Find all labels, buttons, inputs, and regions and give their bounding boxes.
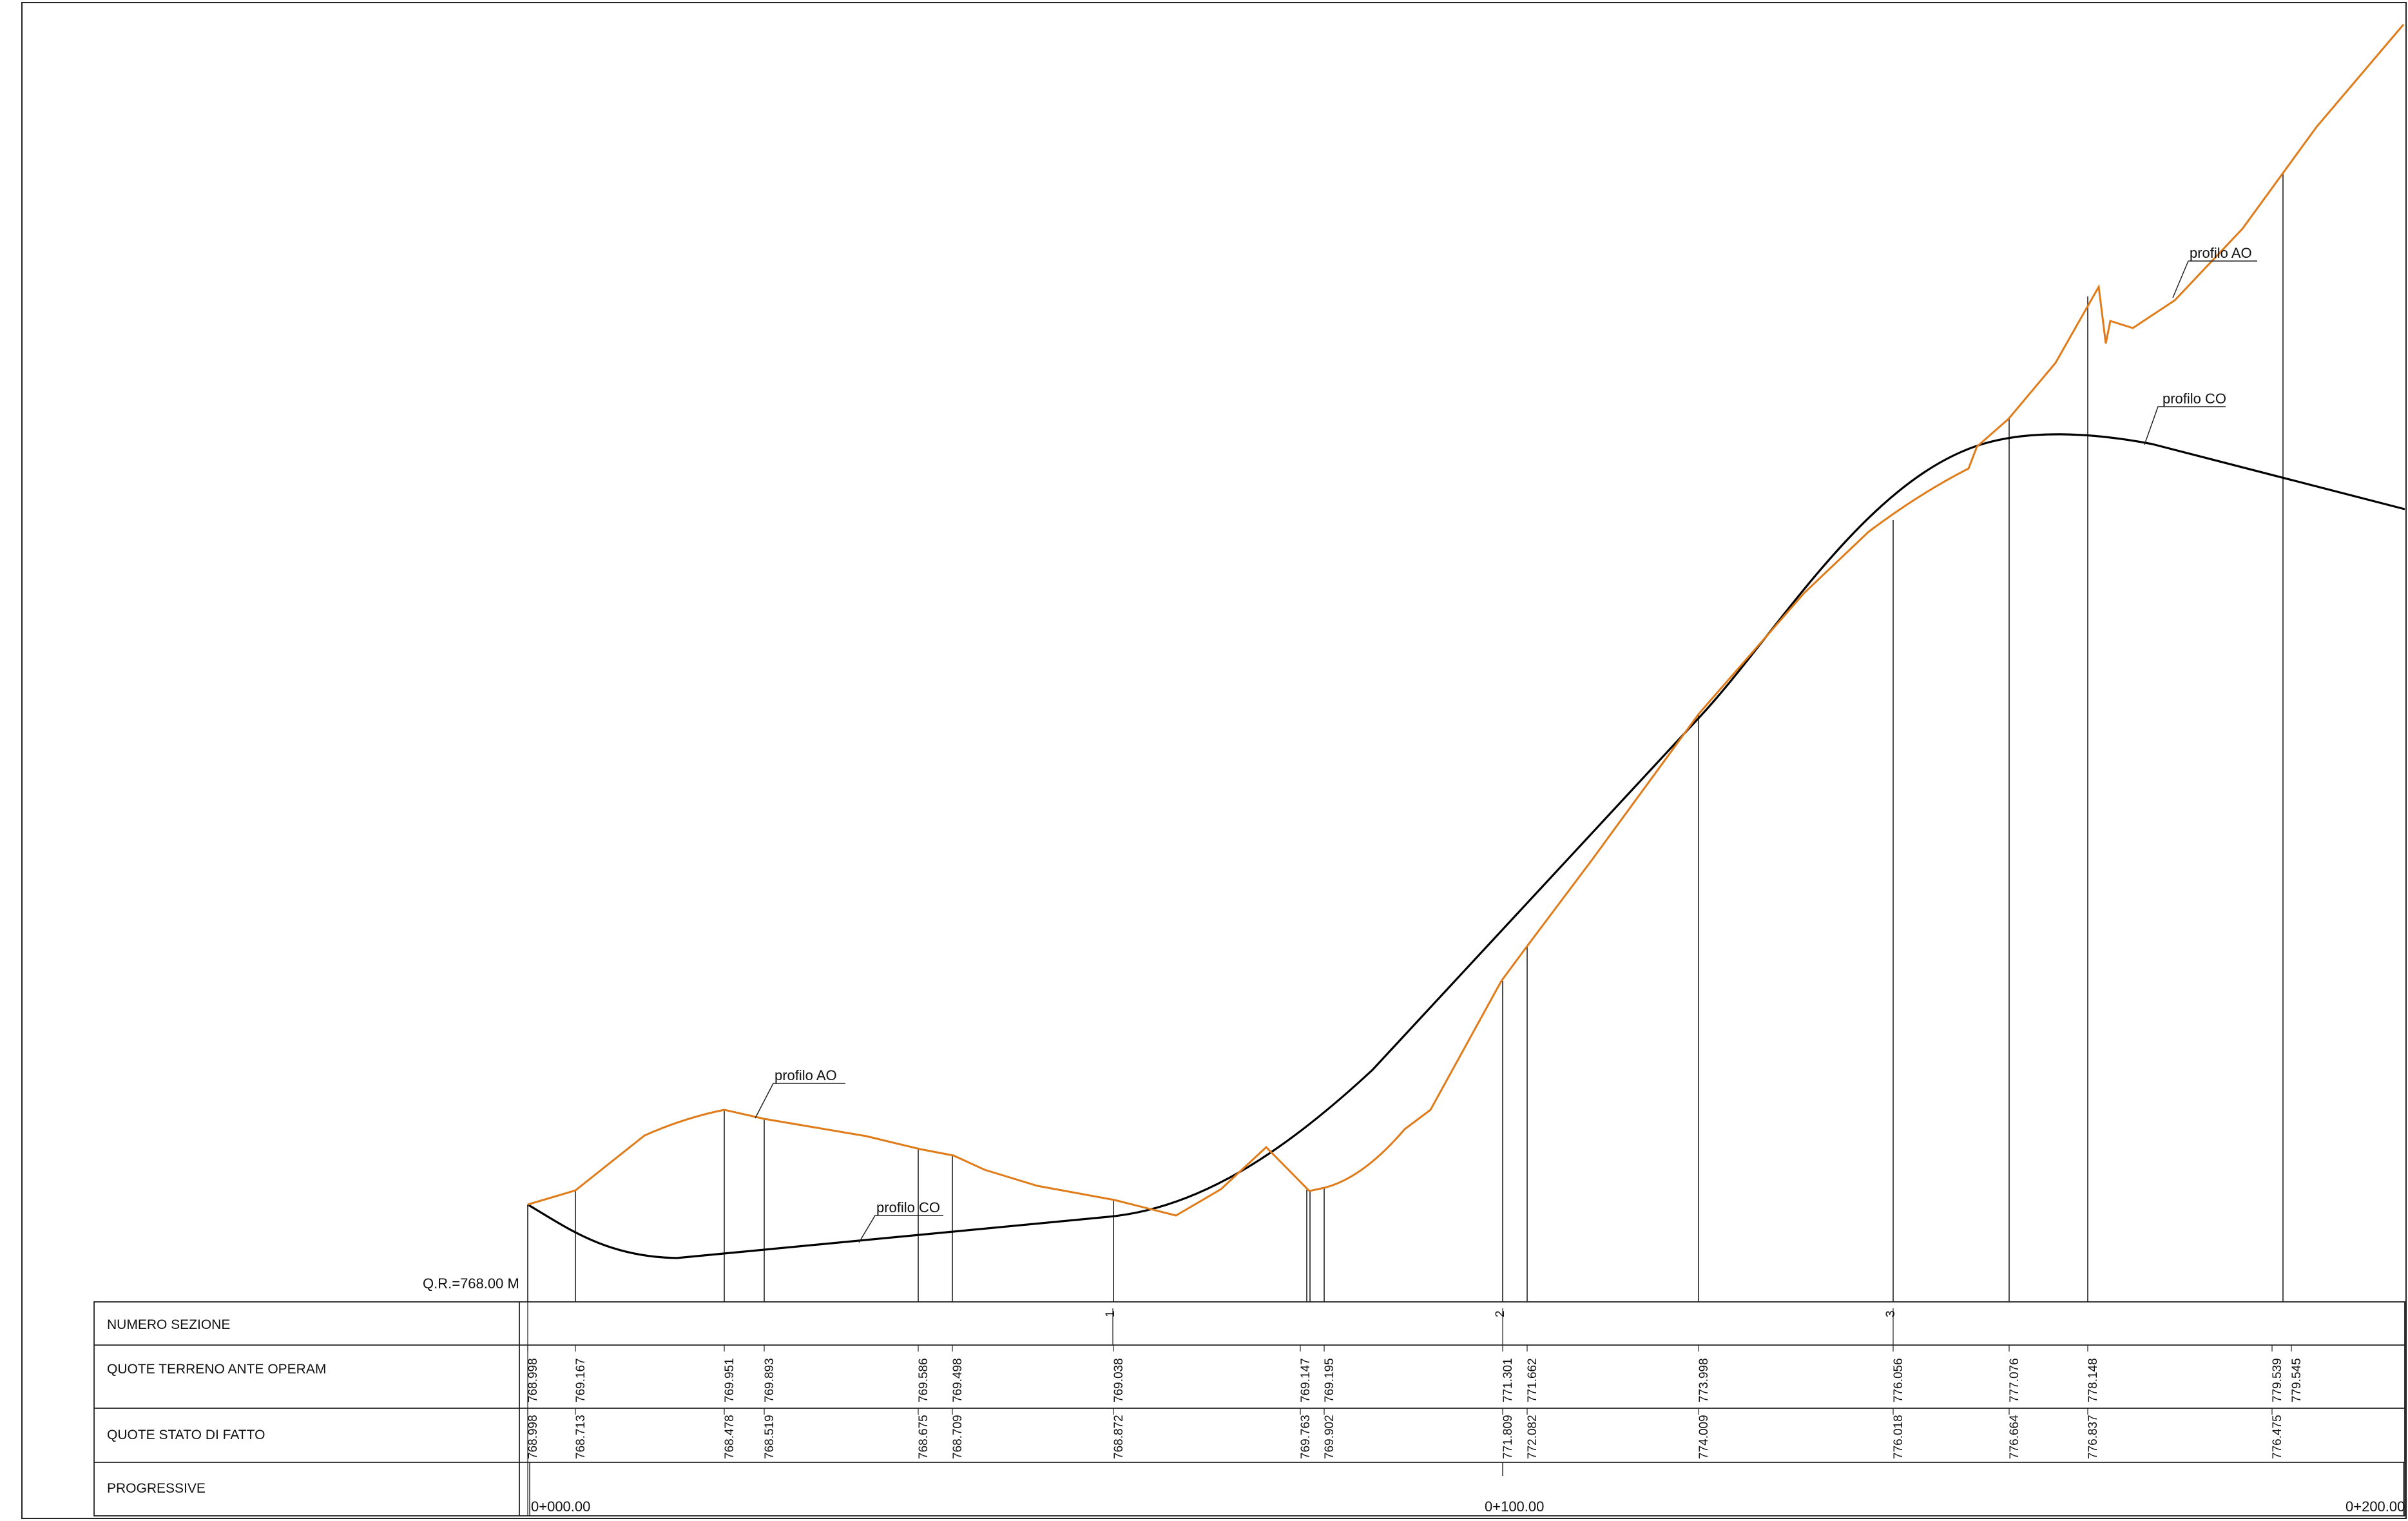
profile-data-table bbox=[93, 1301, 2405, 1516]
quote-stato-di-fatto-value: 769.763 bbox=[1299, 1415, 1313, 1459]
section-number-ticks bbox=[1112, 1308, 1894, 1345]
quote-ante-operam-value: 769.167 bbox=[574, 1358, 588, 1402]
profile-co-label: profilo CO bbox=[2162, 391, 2226, 407]
profile-ao-line bbox=[527, 24, 2405, 1217]
station-lines bbox=[527, 174, 2284, 1302]
quote-stato-di-fatto-value: 768.519 bbox=[763, 1415, 776, 1459]
quote-stato-di-fatto-value: 768.478 bbox=[723, 1415, 737, 1459]
progressive-label: 0+200.00 bbox=[2345, 1498, 2405, 1515]
quote-stato-di-fatto-value: 776.018 bbox=[1892, 1415, 1905, 1459]
row-label-numero-sezione: NUMERO SEZIONE bbox=[107, 1317, 230, 1332]
profile-label-leaders bbox=[755, 260, 2257, 1243]
quote-ante-operam-value: 769.195 bbox=[1323, 1358, 1336, 1402]
row-label-quote-ante-operam: QUOTE TERRENO ANTE OPERAM bbox=[107, 1362, 326, 1377]
quote-ante-operam-value: 779.539 bbox=[2271, 1358, 2284, 1402]
reference-level-label: Q.R.=768.00 M bbox=[423, 1275, 519, 1292]
quote-ante-operam-value: 771.301 bbox=[1501, 1358, 1515, 1402]
progressive-label: 0+000.00 bbox=[531, 1498, 590, 1515]
section-number: 3 bbox=[1884, 1310, 1898, 1317]
quote-stato-di-fatto-value: 776.664 bbox=[2008, 1415, 2021, 1459]
quote-ante-operam-value: 769.893 bbox=[763, 1358, 776, 1402]
quote-ante-operam-value: 769.586 bbox=[917, 1358, 930, 1402]
quote-stato-di-fatto-value: 768.709 bbox=[951, 1415, 965, 1459]
quote-ante-operam-value: 776.056 bbox=[1892, 1358, 1905, 1402]
quote-stato-di-fatto-value: 771.809 bbox=[1501, 1415, 1515, 1459]
quote-stato-di-fatto-value: 768.998 bbox=[526, 1415, 540, 1459]
quote-ante-operam-value: 769.147 bbox=[1299, 1358, 1313, 1402]
quote-stato-di-fatto-value: 769.902 bbox=[1323, 1415, 1336, 1459]
quote-ante-operam-value: 773.998 bbox=[1697, 1358, 1711, 1402]
quote-ante-operam-value: 769.951 bbox=[723, 1358, 737, 1402]
profile-co-label: profilo CO bbox=[876, 1199, 940, 1216]
progressive-label: 0+100.00 bbox=[1485, 1498, 1544, 1515]
row-label-progressive: PROGRESSIVE bbox=[107, 1481, 206, 1496]
quote-stato-di-fatto-value: 768.872 bbox=[1112, 1415, 1126, 1459]
quote-ante-operam-value: 777.076 bbox=[2008, 1358, 2021, 1402]
section-number: 2 bbox=[1494, 1310, 1507, 1317]
quote-stato-di-fatto-values: 768.998 768.713 768.478 768.519 768.675 768.7… bbox=[526, 1408, 2284, 1459]
quote-stato-di-fatto-value: 776.475 bbox=[2271, 1415, 2284, 1459]
quote-ante-operam-value: 769.498 bbox=[951, 1358, 965, 1402]
section-number: 1 bbox=[1104, 1310, 1117, 1317]
row-label-quote-stato-di-fatto: QUOTE STATO DI FATTO bbox=[107, 1428, 265, 1442]
quote-ante-operam-value: 768.998 bbox=[526, 1358, 540, 1402]
quote-ante-operam-values: 768.998 769.167 769.951 769.893 769.586 769.4… bbox=[526, 1345, 2304, 1402]
quote-ante-operam-value: 769.038 bbox=[1112, 1358, 1126, 1402]
quote-stato-di-fatto-value: 776.837 bbox=[2086, 1415, 2100, 1459]
quote-stato-di-fatto-value: 768.713 bbox=[574, 1415, 588, 1459]
profile-co-line bbox=[527, 433, 2405, 1259]
progressive-ticks bbox=[529, 1462, 2404, 1516]
profile-ao-label: profilo AO bbox=[775, 1067, 837, 1083]
drawing-frame bbox=[21, 2, 2407, 1519]
profile-ao-label: profilo AO bbox=[2190, 245, 2252, 261]
quote-ante-operam-value: 779.545 bbox=[2290, 1358, 2304, 1402]
quote-ante-operam-value: 778.148 bbox=[2086, 1358, 2100, 1402]
quote-stato-di-fatto-value: 774.009 bbox=[1697, 1415, 1711, 1459]
quote-stato-di-fatto-value: 768.675 bbox=[917, 1415, 930, 1459]
quote-stato-di-fatto-value: 772.082 bbox=[1526, 1415, 1539, 1459]
quote-ante-operam-value: 771.662 bbox=[1526, 1358, 1539, 1402]
